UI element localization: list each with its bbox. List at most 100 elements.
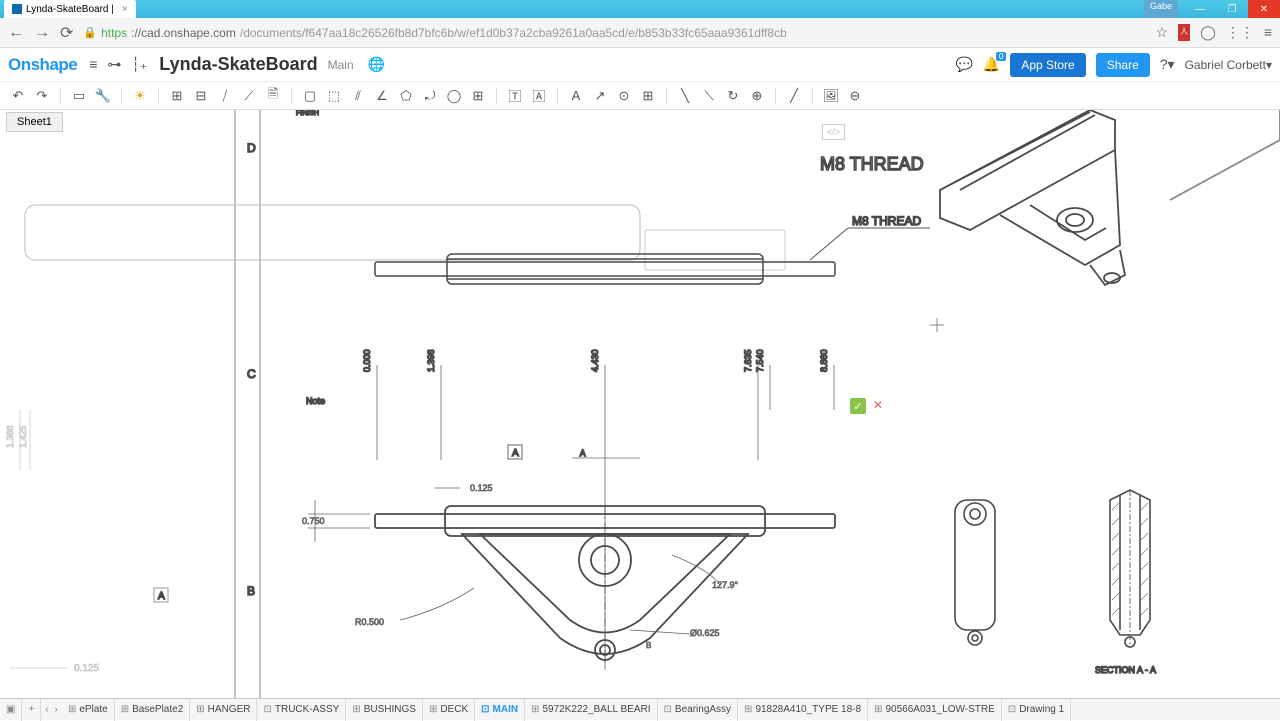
document-title[interactable]: Lynda-SkateBoard: [159, 54, 317, 75]
rect2-icon[interactable]: ⬚: [324, 86, 344, 106]
appstore-button[interactable]: App Store: [1010, 53, 1085, 77]
bottom-tab[interactable]: ⊞HANGER: [190, 699, 257, 721]
bottom-tab[interactable]: ⊞BasePlate2: [115, 699, 191, 721]
minimize-button[interactable]: —: [1184, 0, 1216, 18]
menu-icon[interactable]: ≡: [89, 56, 97, 73]
undo-icon[interactable]: ↶: [8, 86, 28, 106]
crop-icon[interactable]: ⟋: [239, 86, 259, 106]
browser-tab[interactable]: Lynda-SkateBoard | ×: [4, 0, 136, 18]
address-bar: ← → ⟳ 🔒 https://cad.onshape.com/document…: [0, 18, 1280, 48]
tabs-right-icon[interactable]: ›: [55, 704, 58, 715]
dim-d6: 7.540: [755, 349, 765, 372]
bottom-tab[interactable]: ⊞91828A410_TYPE 18-8: [738, 699, 868, 721]
pdf-icon[interactable]: 人: [1178, 24, 1190, 41]
forward-button[interactable]: →: [34, 24, 50, 42]
bottom-tab[interactable]: ⊡Drawing 1: [1002, 699, 1071, 721]
circle-icon[interactable]: ◯: [444, 86, 464, 106]
url-https: https: [101, 26, 127, 40]
drawing-canvas[interactable]: D C B M8 THREAD M8 THREAD 0.000: [0, 110, 1280, 698]
section-label: SECTION A - A: [1095, 665, 1156, 675]
reject-icon[interactable]: ✕: [873, 398, 883, 412]
faded-m8: M8 THREAD: [820, 154, 924, 174]
dim-d5: 8.860: [819, 349, 829, 372]
finish-label: FINISH: [296, 110, 319, 117]
dim-left3: 0.125: [74, 663, 99, 674]
window-close-button[interactable]: ✕: [1248, 0, 1280, 18]
textbox2-icon[interactable]: 🄰: [529, 86, 549, 106]
accept-icon[interactable]: ✓: [850, 398, 866, 414]
star-icon[interactable]: ☆: [1156, 24, 1169, 41]
bottom-tab[interactable]: ⊞ePlate: [62, 699, 115, 721]
globe-icon[interactable]: 🌐: [368, 56, 385, 73]
callout-m8: M8 THREAD: [852, 214, 921, 228]
tabs-left-icon[interactable]: ‹: [45, 704, 48, 715]
back-button[interactable]: ←: [8, 24, 24, 42]
detail-icon[interactable]: 🗎: [263, 86, 283, 106]
wrench-icon[interactable]: 🔧: [93, 86, 113, 106]
textbox-icon[interactable]: 🅃: [505, 86, 525, 106]
arc-icon[interactable]: ⤾: [420, 86, 440, 106]
pen-icon[interactable]: ╱: [784, 86, 804, 106]
app-header: Onshape ≡ ⊶ ┆₊ Lynda-SkateBoard Main 🌐 💬…: [0, 48, 1280, 82]
bottom-tab[interactable]: ⊡MAIN: [475, 699, 525, 721]
tab-close-icon[interactable]: ×: [122, 4, 128, 15]
dashed-icon[interactable]: ⟍: [699, 86, 719, 106]
poly-icon[interactable]: ⬠: [396, 86, 416, 106]
favicon-icon: [12, 4, 22, 14]
user-badge[interactable]: Gabe: [1144, 0, 1178, 18]
dim-dia: Ø0.625: [690, 628, 720, 638]
extensions-icon[interactable]: ⋮⋮: [1226, 24, 1254, 41]
tree-icon[interactable]: ⊶: [107, 56, 121, 73]
section-icon[interactable]: ⧸: [215, 86, 235, 106]
bottom-tab[interactable]: ⊡TRUCK-ASSY: [257, 699, 346, 721]
line-icon[interactable]: ╲: [675, 86, 695, 106]
notifications-icon[interactable]: 🔔0: [983, 56, 1000, 73]
datum-a2: A: [158, 591, 165, 602]
maximize-button[interactable]: ❐: [1216, 0, 1248, 18]
view1-icon[interactable]: ⊞: [167, 86, 187, 106]
datum-a: A: [512, 448, 519, 459]
text-icon[interactable]: A: [566, 86, 586, 106]
profile-icon[interactable]: ◯: [1200, 24, 1216, 41]
username[interactable]: Gabriel Corbett▾: [1185, 58, 1272, 72]
comment-icon[interactable]: 💬: [955, 56, 972, 73]
menu-icon[interactable]: ≡: [1264, 24, 1272, 41]
redo-icon[interactable]: ↷: [32, 86, 52, 106]
dim-d3: 4.430: [590, 349, 600, 372]
onshape-logo[interactable]: Onshape: [8, 55, 77, 75]
views-button[interactable]: ▣: [0, 699, 22, 721]
angle-icon[interactable]: ∠: [372, 86, 392, 106]
bottom-tab[interactable]: ⊡BearingAssy: [658, 699, 739, 721]
url-input[interactable]: 🔒 https://cad.onshape.com/documents/f647…: [83, 26, 1145, 40]
bottom-tab[interactable]: ⊞5972K222_BALL BEARI: [525, 699, 657, 721]
grid3-icon[interactable]: ⊞: [468, 86, 488, 106]
dim-d4: 7.635: [743, 349, 753, 372]
dim-ang: 127.9°: [712, 580, 739, 590]
bottom-tab[interactable]: ⊞BUSHINGS: [346, 699, 423, 721]
table-icon[interactable]: ⊞: [638, 86, 658, 106]
svg-text:B: B: [646, 641, 651, 650]
image-icon[interactable]: 🖼: [821, 86, 841, 106]
svg-text:1.388: 1.388: [5, 425, 15, 448]
rect-icon[interactable]: ▢: [300, 86, 320, 106]
share-button[interactable]: Share: [1096, 53, 1150, 77]
add-tab-button[interactable]: +: [22, 699, 41, 721]
dim-d1: 0.000: [362, 349, 372, 372]
bottom-tab[interactable]: ⊞90566A031_LOW-STRE: [868, 699, 1002, 721]
break-icon[interactable]: ⫽: [348, 86, 368, 106]
balloon-icon[interactable]: ⊙: [614, 86, 634, 106]
sheet-tab[interactable]: Sheet1: [6, 112, 63, 132]
bottom-tabs: ▣ + ‹ › ⊞ePlate⊞BasePlate2⊞HANGER⊡TRUCK-…: [0, 698, 1280, 720]
leader-icon[interactable]: ↗: [590, 86, 610, 106]
config-icon[interactable]: ┆₊: [131, 56, 147, 73]
help-icon[interactable]: ?▾: [1160, 56, 1175, 73]
refresh-icon[interactable]: ↻: [723, 86, 743, 106]
bottom-tab[interactable]: ⊞DECK: [423, 699, 475, 721]
target-icon[interactable]: ⊕: [747, 86, 767, 106]
reload-button[interactable]: ⟳: [60, 23, 73, 43]
notif-count: 0: [996, 52, 1006, 61]
sheet-icon[interactable]: ▭: [69, 86, 89, 106]
view2-icon[interactable]: ⊟: [191, 86, 211, 106]
settings-icon[interactable]: ⊖: [845, 86, 865, 106]
sun-icon[interactable]: ☀: [130, 86, 150, 106]
